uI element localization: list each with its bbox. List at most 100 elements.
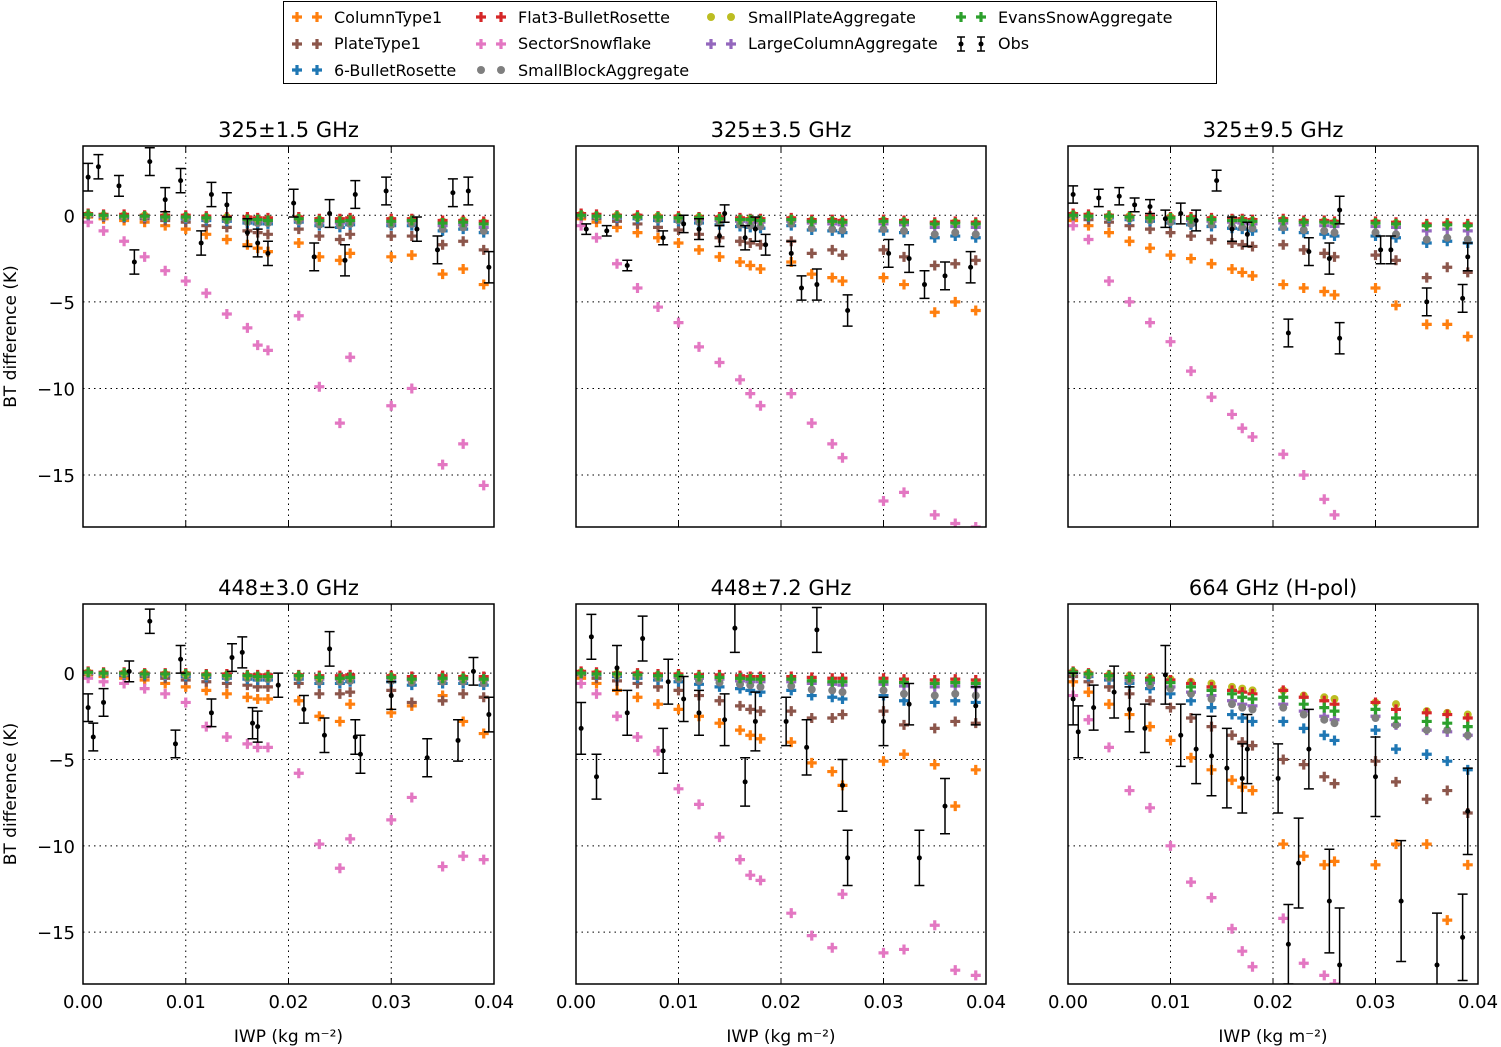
- data-point: [806, 216, 817, 227]
- data-point: [786, 214, 797, 225]
- obs-point: [327, 211, 333, 217]
- legend-item-platetype1: PlateType1: [290, 31, 421, 57]
- data-point: [827, 272, 838, 283]
- data-point: [386, 400, 397, 411]
- data-point: [201, 669, 212, 680]
- data-point: [612, 211, 622, 222]
- obs-point: [722, 211, 728, 217]
- obs-point: [208, 710, 214, 716]
- data-point: [746, 681, 755, 690]
- data-point: [837, 709, 848, 720]
- data-point: [714, 695, 725, 706]
- data-point: [1247, 716, 1258, 727]
- data-point: [1165, 840, 1176, 851]
- obs-point: [1378, 247, 1384, 253]
- data-point: [878, 244, 889, 255]
- data-point: [478, 218, 489, 229]
- data-point: [139, 683, 150, 694]
- data-point: [1083, 687, 1094, 698]
- obs-point: [1193, 217, 1199, 223]
- data-point: [1083, 234, 1094, 245]
- legend-label: ColumnType1: [334, 7, 443, 27]
- data-point: [1462, 331, 1473, 342]
- obs-point: [255, 724, 261, 730]
- y-tick-label: −5: [48, 750, 75, 771]
- data-point: [1104, 211, 1114, 222]
- plus-marker-icon: [292, 38, 322, 49]
- data-point: [806, 248, 817, 259]
- data-point: [1421, 319, 1432, 330]
- data-point: [755, 875, 766, 886]
- data-point: [1165, 227, 1176, 238]
- data-point: [1319, 248, 1330, 259]
- data-point: [612, 258, 622, 269]
- obs-point: [1111, 689, 1117, 695]
- x-tick-label: 0.01: [166, 992, 206, 1013]
- data-point: [1237, 713, 1248, 723]
- data-point: [735, 854, 745, 865]
- data-point: [714, 718, 725, 729]
- data-point: [591, 668, 602, 679]
- data-point: [1237, 239, 1248, 250]
- obs-point: [1091, 705, 1097, 711]
- data-point: [929, 260, 940, 271]
- data-point: [1278, 754, 1289, 765]
- obs-point: [1178, 211, 1184, 217]
- data-point: [458, 673, 469, 684]
- data-point: [406, 250, 417, 261]
- data-point: [1124, 212, 1135, 223]
- panel-5: 448±7.2 GHz 0.00 0.01 0.02 0.03 0.04 IWP (kg m…: [556, 576, 1006, 1047]
- obs-point: [1162, 672, 1168, 678]
- panel-1: 325±1.5 GHz 0 −5 −10 −15 BT difference (K): [1, 118, 495, 528]
- series-evanssnowaggregate: [1068, 667, 1473, 732]
- obs-point: [450, 190, 456, 196]
- data-point: [1422, 726, 1431, 735]
- series-obs: [576, 604, 981, 887]
- obs-point: [906, 256, 912, 262]
- obs-point: [198, 240, 204, 246]
- obs-point: [906, 701, 912, 707]
- data-point: [899, 279, 909, 290]
- obs-point: [85, 705, 91, 711]
- data-point: [1278, 239, 1289, 250]
- data-point: [591, 211, 602, 222]
- data-point: [1278, 215, 1289, 226]
- data-point: [242, 322, 253, 333]
- data-point: [1320, 226, 1329, 235]
- data-point: [1104, 276, 1114, 287]
- data-point: [1391, 300, 1401, 311]
- data-point: [1279, 223, 1288, 232]
- obs-point: [101, 699, 107, 705]
- data-point: [293, 768, 304, 779]
- data-point: [201, 288, 212, 299]
- data-point: [837, 217, 848, 228]
- data-point: [786, 737, 797, 748]
- data-point: [479, 226, 488, 235]
- data-point: [950, 716, 961, 727]
- obs-point: [640, 636, 646, 642]
- data-point: [180, 697, 191, 708]
- data-point: [970, 305, 981, 316]
- data-point: [406, 383, 417, 394]
- plot-area: [1068, 169, 1473, 520]
- data-point: [1371, 714, 1380, 722]
- data-point: [242, 738, 253, 749]
- data-point: [201, 229, 212, 240]
- circle-marker-icon: [707, 13, 735, 21]
- data-point: [242, 670, 253, 681]
- data-point: [970, 522, 981, 527]
- plus-marker-icon: [476, 38, 506, 49]
- obs-point: [681, 221, 687, 227]
- x-tick-label: 0.00: [1048, 992, 1088, 1013]
- data-point: [314, 215, 325, 226]
- data-point: [1207, 695, 1216, 703]
- data-point: [970, 970, 981, 981]
- data-point: [221, 688, 232, 699]
- data-point: [437, 673, 448, 684]
- data-point: [929, 509, 940, 520]
- obs-point: [881, 718, 886, 724]
- obs-point: [681, 696, 687, 702]
- obs-point: [1224, 765, 1230, 771]
- obs-point: [973, 703, 979, 709]
- series-evanssnowaggregate: [83, 209, 489, 229]
